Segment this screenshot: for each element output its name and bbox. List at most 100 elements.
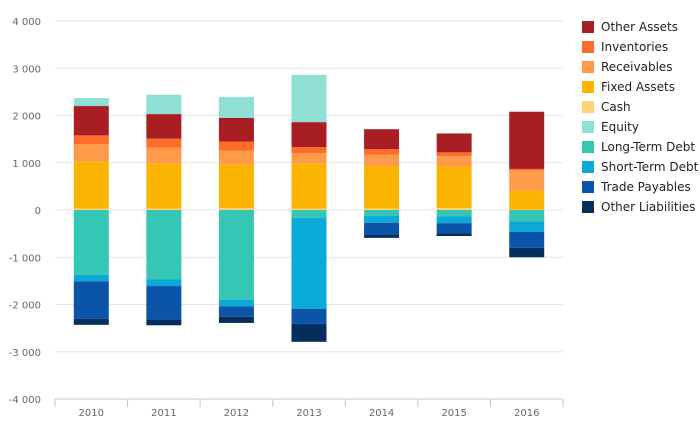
legend-label: Long-Term Debt (601, 140, 696, 154)
bar-segment-fixed-assets (218, 164, 254, 209)
legend-label: Cash (601, 100, 631, 114)
legend-swatch (582, 101, 594, 113)
bar-segment-long-term-debt (73, 210, 109, 275)
bar-segment-trade-payables (218, 306, 254, 317)
legend-item[interactable]: Short-Term Debt (582, 157, 700, 177)
x-tick-label: 2016 (514, 408, 539, 419)
legend-item[interactable]: Receivables (582, 57, 700, 77)
bar-segment-long-term-debt (218, 210, 254, 300)
legend-swatch (582, 81, 594, 93)
y-tick-label: 0 (35, 206, 41, 217)
bar-segment-cash (218, 208, 254, 210)
legend-label: Other Liabilities (601, 200, 696, 214)
legend-item[interactable]: Other Assets (582, 17, 700, 37)
bar-segment-trade-payables (146, 286, 182, 320)
bar-segment-receivables (291, 153, 327, 164)
legend-label: Other Assets (601, 20, 678, 34)
bar-segment-cash (364, 208, 400, 210)
y-tick-label: -3 000 (9, 348, 41, 359)
bar-segment-inventories (509, 168, 545, 171)
bar-segment-other-assets (146, 114, 182, 139)
bar-segment-other-assets (73, 106, 109, 136)
legend-item[interactable]: Cash (582, 97, 700, 117)
bar-segment-short-term-debt (73, 274, 109, 282)
bar-segment-short-term-debt (364, 215, 400, 223)
bar-segment-cash (291, 208, 327, 210)
x-tick-label: 2012 (224, 408, 249, 419)
bar-segment-trade-payables (291, 308, 327, 324)
bar-segment-other-liabilities (509, 247, 545, 258)
y-tick-label: 4 000 (12, 17, 41, 28)
y-tick-label: -4 000 (9, 395, 41, 406)
bar-segment-inventories (146, 138, 182, 148)
bar-segment-receivables (146, 147, 182, 164)
bar-segment-long-term-debt (436, 210, 472, 217)
bar-segment-fixed-assets (73, 161, 109, 209)
legend-item[interactable]: Trade Payables (582, 177, 700, 197)
bar-segment-inventories (218, 141, 254, 151)
bar-segment-receivables (73, 144, 109, 162)
bar-segment-long-term-debt (364, 210, 400, 216)
y-tick-label: 2 000 (12, 112, 41, 123)
legend-swatch (582, 181, 594, 193)
x-tick-label: 2013 (296, 408, 321, 419)
bar-segment-cash (73, 208, 109, 210)
x-tick-label: 2014 (369, 408, 394, 419)
x-axis: 2010 2011 2012 2013 2014 2015 2016 (54, 398, 564, 419)
bar-segment-other-assets (291, 122, 327, 148)
bar-segment-other-liabilities (364, 234, 400, 238)
bar-segment-short-term-debt (436, 216, 472, 224)
legend-label: Receivables (601, 60, 673, 74)
bar-segment-short-term-debt (218, 299, 254, 307)
y-tick-label: 1 000 (12, 159, 41, 170)
bar-segment-other-assets (364, 129, 400, 150)
legend-item[interactable]: Long-Term Debt (582, 137, 700, 157)
legend-label: Inventories (601, 40, 669, 54)
bar-segment-other-liabilities (73, 318, 109, 325)
y-tick-label: 3 000 (12, 64, 41, 75)
legend-item[interactable]: Fixed Assets (582, 77, 700, 97)
bar-segment-inventories (364, 149, 400, 155)
y-axis-ticks: 4 000 3 000 2 000 1 000 0 -1 000 -2 000 -3 000 -… (9, 17, 41, 406)
legend-label: Fixed Assets (601, 80, 675, 94)
bar-segment-equity (146, 94, 182, 115)
bar-segment-trade-payables (436, 223, 472, 234)
bar-segment-fixed-assets (364, 166, 400, 209)
bar-segment-other-assets (509, 111, 545, 169)
bar-segment-fixed-assets (509, 190, 545, 210)
bar-segment-receivables (436, 156, 472, 167)
x-tick-label: 2015 (441, 408, 466, 419)
bar-segment-other-assets (218, 117, 254, 142)
legend-item[interactable]: Other Liabilities (582, 197, 700, 217)
bar-segment-fixed-assets (436, 166, 472, 209)
legend-label: Equity (601, 120, 639, 134)
bar-segment-long-term-debt (509, 210, 545, 222)
legend-item[interactable]: Inventories (582, 37, 700, 57)
bar-segment-equity (218, 97, 254, 118)
legend-swatch (582, 61, 594, 73)
legend-item[interactable]: Equity (582, 117, 700, 137)
bar-segment-cash (436, 208, 472, 210)
x-tick-label: 2011 (151, 408, 176, 419)
legend-swatch (582, 21, 594, 33)
bar-segment-long-term-debt (146, 210, 182, 280)
bar-segment-equity (291, 74, 327, 123)
legend-swatch (582, 161, 594, 173)
y-tick-label: -2 000 (9, 301, 41, 312)
bar-segment-cash (509, 209, 545, 211)
bar-segment-inventories (73, 135, 109, 145)
bar-segment-inventories (291, 147, 327, 154)
bar-segment-receivables (364, 154, 400, 167)
bar-segment-other-liabilities (291, 323, 327, 342)
bar-segment-other-liabilities (218, 316, 254, 323)
legend: Other Assets Inventories Receivables Fixed … (582, 17, 700, 217)
bar-segment-short-term-debt (146, 279, 182, 287)
legend-label: Trade Payables (601, 180, 691, 194)
bar-segment-trade-payables (73, 281, 109, 319)
legend-swatch (582, 141, 594, 153)
bars (73, 74, 545, 342)
y-tick-label: -1 000 (9, 253, 41, 264)
bar-segment-inventories (436, 152, 472, 157)
bar-segment-equity (73, 98, 109, 107)
